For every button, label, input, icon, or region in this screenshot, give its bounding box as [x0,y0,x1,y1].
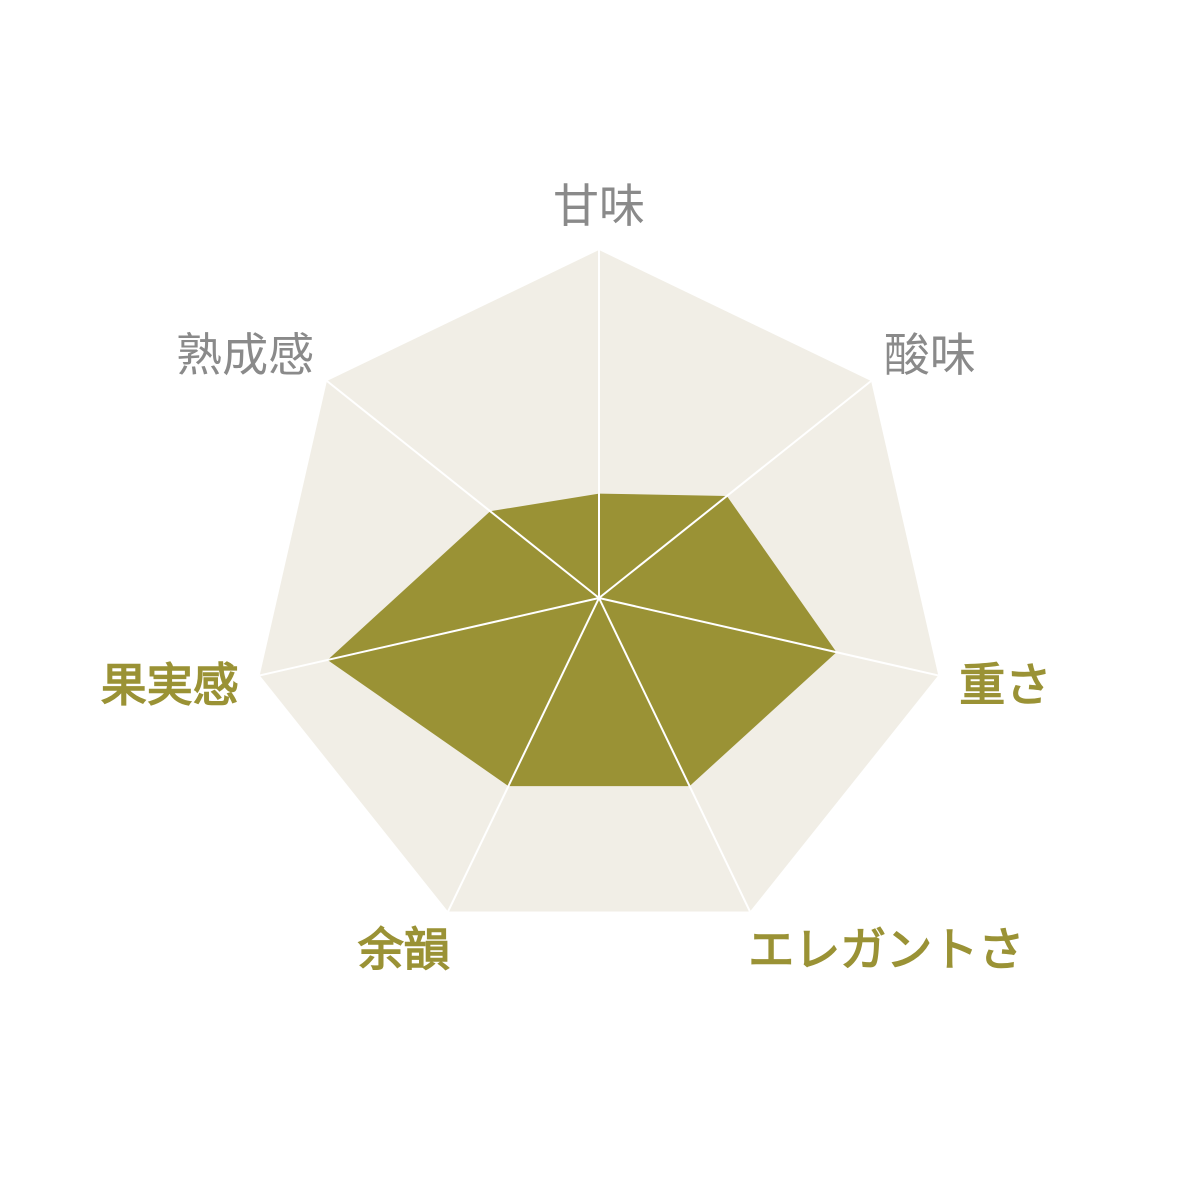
axis-label: 熟成感 [176,328,314,382]
radar-spoke [598,597,751,912]
axis-label: 酸味 [884,328,976,382]
radar-spoke [598,597,939,677]
axis-label: エレガントさ [748,922,1024,976]
radar-spoke [259,597,600,677]
radar-spoke [598,380,872,599]
radar-spokes-overlay [259,250,939,912]
axis-label: 余韻 [357,922,451,976]
axis-label: 重さ [959,658,1051,712]
radar-spoke [447,597,600,912]
radar-spoke [326,380,600,599]
axis-label: 甘味 [553,179,645,233]
series-area [327,493,837,787]
axis-label: 果実感 [101,658,239,712]
